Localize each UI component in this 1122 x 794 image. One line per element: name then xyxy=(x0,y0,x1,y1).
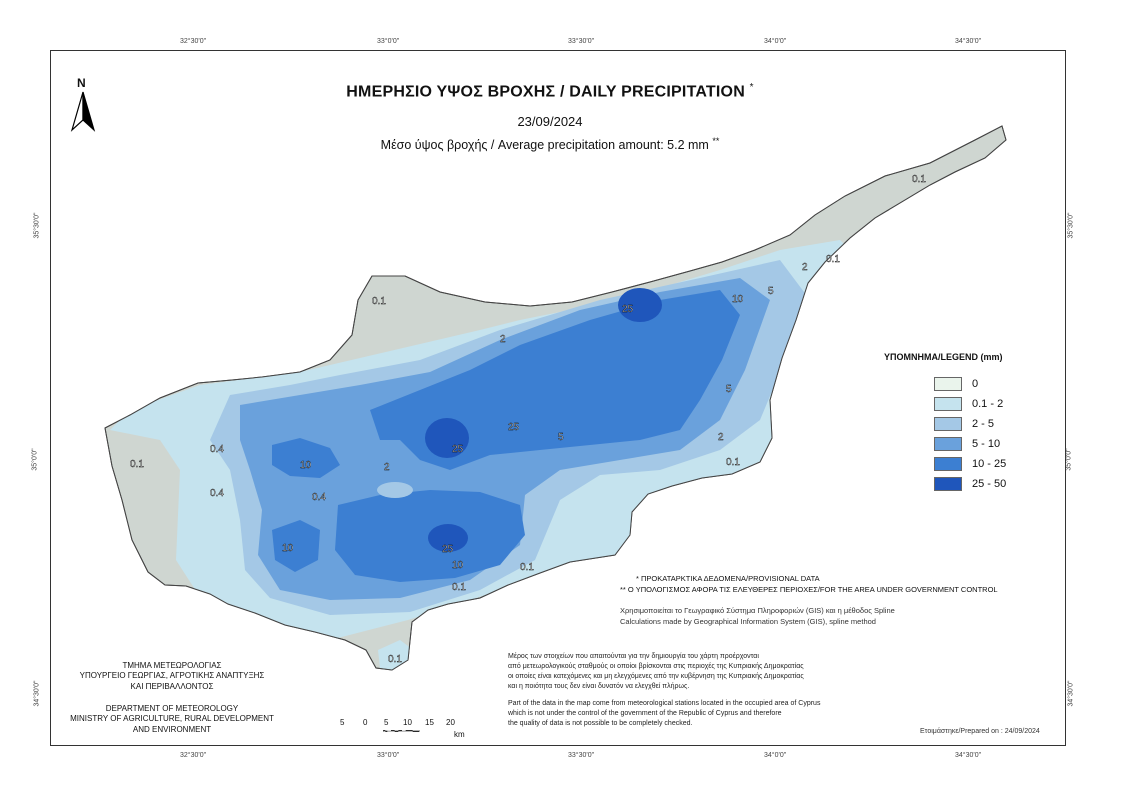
prepared-date: Ετοιμάστηκε/Prepared on : 24/09/2024 xyxy=(920,728,1040,735)
contour-label: 5 xyxy=(558,432,564,443)
contour-label: 0.1 xyxy=(826,254,840,265)
disclaimer-line: οι οποίες είναι κατεχόμενες και μη ελεγχ… xyxy=(508,673,804,681)
contour-label: 10 xyxy=(732,294,744,305)
graticule-top-label: 34°30'0" xyxy=(955,38,982,45)
scale-bar xyxy=(383,730,420,732)
precipitation-map: 0.1 0.1 0.1 0.1 0.1 0.1 0.1 2 2 2 2 5 5 … xyxy=(56,56,1060,740)
contour-label: 0.4 xyxy=(210,488,224,499)
contour-label: 0.4 xyxy=(312,492,326,503)
disclaimer-line: which is not under the control of the go… xyxy=(508,709,782,717)
department-name-gr: ΤΜΗΜΑ ΜΕΤΕΩΡΟΛΟΓΙΑΣ ΥΠΟΥΡΓΕΙΟ ΓΕΩΡΓΙΑΣ, … xyxy=(79,661,265,691)
band-25-50-core xyxy=(428,524,468,552)
contour-label: 0.4 xyxy=(210,444,224,455)
department-name-en: DEPARTMENT OF METEOROLOGY MINISTRY OF AG… xyxy=(70,704,274,734)
contour-label: 25 xyxy=(442,544,454,555)
legend: 0 0.1 - 2 2 - 5 5 - 10 10 - 25 25 - 50 xyxy=(934,374,1006,494)
graticule-bottom-label: 33°30'0" xyxy=(568,752,595,759)
gis-note-en: Calculations made by Geographical Inform… xyxy=(620,616,876,626)
graticule-top-label: 33°30'0" xyxy=(568,38,595,45)
legend-item: 5 - 10 xyxy=(934,434,1006,454)
contour-label: 25 xyxy=(622,304,634,315)
area-note: ** Ο ΥΠΟΛΟΓΙΣΜΟΣ ΑΦΟΡΑ ΤΙΣ ΕΛΕΥΘΕΡΕΣ ΠΕΡ… xyxy=(620,584,998,594)
disclaimer-line: και η ποιότητα τους δεν είναι δυνατόν να… xyxy=(508,683,690,691)
gis-note-gr: Χρησιμοποιείται το Γεωγραφικό Σύστημα Πλ… xyxy=(620,606,895,615)
map-title: ΗΜΕΡΗΣΙΟ ΥΨΟΣ ΒΡΟΧΗΣ / DAILY PRECIPITATI… xyxy=(346,82,754,101)
average-precipitation: Μέσο ύψος βροχής / Average precipitation… xyxy=(380,136,720,153)
disclaimer-line: the quality of data is not possible to b… xyxy=(508,719,693,727)
contour-label: 0.1 xyxy=(912,174,926,185)
contour-label: 25 xyxy=(452,444,464,455)
contour-label: 10 xyxy=(452,560,464,571)
provisional-note: * ΠΡΟΚΑΤΑΡΚΤΙΚΑ ΔΕΔΟΜΕΝΑ/PROVISIONAL DAT… xyxy=(636,574,820,583)
contour-label: 0.1 xyxy=(726,457,740,468)
disclaimer-line: Μέρος των στοιχείων που απαιτούνται για … xyxy=(508,653,759,660)
data-disclaimer: Μέρος των στοιχείων που απαιτούνται για … xyxy=(508,652,820,735)
band-10-25-southwest xyxy=(272,520,320,572)
contour-label: 10 xyxy=(282,543,294,554)
contour-label: 0.1 xyxy=(452,582,466,593)
legend-item: 0.1 - 2 xyxy=(934,394,1006,414)
graticule-top-label: 33°0'0" xyxy=(377,38,400,45)
contour-label: 5 xyxy=(768,286,774,297)
legend-title: ΥΠΟΜΝΗΜΑ/LEGEND (mm) xyxy=(884,352,1003,362)
graticule-left-label: 35°0'0" xyxy=(31,448,39,471)
map-frame-outer xyxy=(50,50,1066,746)
contour-label: 0.1 xyxy=(130,459,144,470)
band-25-50-core xyxy=(618,288,662,322)
graticule-right-label: 34°30'0" xyxy=(1067,680,1075,707)
legend-swatch xyxy=(934,397,962,411)
band-dry-pocket xyxy=(377,482,413,498)
legend-swatch xyxy=(934,477,962,491)
graticule-left-label: 35°30'0" xyxy=(33,212,41,239)
contour-label: 0.1 xyxy=(372,296,386,307)
contour-label: 2 xyxy=(802,262,808,273)
graticule-right-label: 35°0'0" xyxy=(1065,448,1073,471)
legend-item: 2 - 5 xyxy=(934,414,1006,434)
legend-swatch xyxy=(934,417,962,431)
band-10-25-west xyxy=(272,438,340,478)
graticule-top-label: 32°30'0" xyxy=(180,38,207,45)
legend-item: 10 - 25 xyxy=(934,454,1006,474)
gis-method-notes: Χρησιμοποιείται το Γεωγραφικό Σύστημα Πλ… xyxy=(620,606,895,627)
contour-label: 2 xyxy=(384,462,390,473)
legend-swatch xyxy=(934,457,962,471)
graticule-right-label: 35°30'0" xyxy=(1067,212,1075,239)
north-arrow-icon xyxy=(70,91,96,132)
contour-label: 5 xyxy=(726,384,732,395)
legend-item: 0 xyxy=(934,374,1006,394)
graticule-bottom-label: 34°30'0" xyxy=(955,752,982,759)
contour-label: 2 xyxy=(718,432,724,443)
contour-label: 2 xyxy=(500,334,506,345)
disclaimer-line: Part of the data in the map come from me… xyxy=(508,699,821,707)
disclaimer-line: από μετεωρολογικούς σταθμούς οι οποίοι β… xyxy=(508,663,804,671)
band-25-50-core xyxy=(425,418,469,458)
contour-label: 10 xyxy=(300,460,312,471)
map-date: 23/09/2024 xyxy=(517,114,583,129)
contour-label: 0.1 xyxy=(520,562,534,573)
legend-swatch xyxy=(934,437,962,451)
graticule-top-label: 34°0'0" xyxy=(764,38,787,45)
contour-label: 25 xyxy=(508,422,520,433)
contour-label: 0.1 xyxy=(388,654,402,665)
legend-swatch xyxy=(934,377,962,391)
legend-item: 25 - 50 xyxy=(934,474,1006,494)
graticule-bottom-label: 33°0'0" xyxy=(377,752,400,759)
footnotes: * ΠΡΟΚΑΤΑΡΚΤΙΚΑ ΔΕΔΟΜΕΝΑ/PROVISIONAL DAT… xyxy=(620,574,998,595)
graticule-bottom-label: 32°30'0" xyxy=(180,752,207,759)
graticule-bottom-label: 34°0'0" xyxy=(764,752,787,759)
graticule-left-label: 34°30'0" xyxy=(33,680,41,707)
north-label: N xyxy=(77,76,86,90)
